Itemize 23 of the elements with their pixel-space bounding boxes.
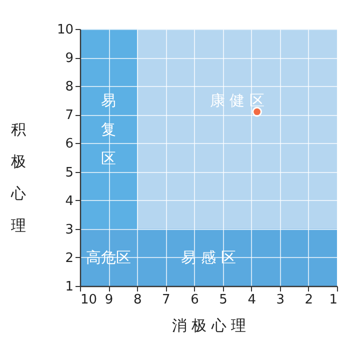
y-tick-label: 4 [65, 194, 74, 209]
y-tick-label: 2 [65, 250, 74, 266]
band-label: 康 健 区 [210, 91, 264, 110]
x-tick-label: 10 [80, 292, 98, 308]
y-tick-label: 9 [65, 51, 74, 66]
y-tick-label: 8 [65, 80, 74, 95]
x-tick-label: 5 [219, 292, 228, 308]
y-axis-title: 积极心理 [10, 120, 26, 234]
x-axis-title: 消 极 心 理 [172, 316, 246, 334]
y-tick-label: 1 [65, 280, 74, 294]
y-tick-label: 10 [56, 22, 74, 38]
x-tick-label: 9 [104, 292, 114, 308]
x-tick-label: 4 [248, 292, 256, 308]
x-tick-label: 8 [133, 292, 142, 308]
x-tick-label: 6 [190, 292, 199, 308]
x-tick-label: 2 [304, 292, 314, 308]
x-tick-label: 7 [162, 292, 170, 308]
y-tick-label: 3 [65, 222, 74, 238]
y-tick-label: 6 [65, 136, 74, 152]
y-tick-label: 5 [65, 165, 74, 180]
y-tick-label: 7 [65, 108, 74, 124]
x-tick-label: 3 [276, 292, 285, 308]
x-tick-label: 1 [329, 292, 338, 308]
